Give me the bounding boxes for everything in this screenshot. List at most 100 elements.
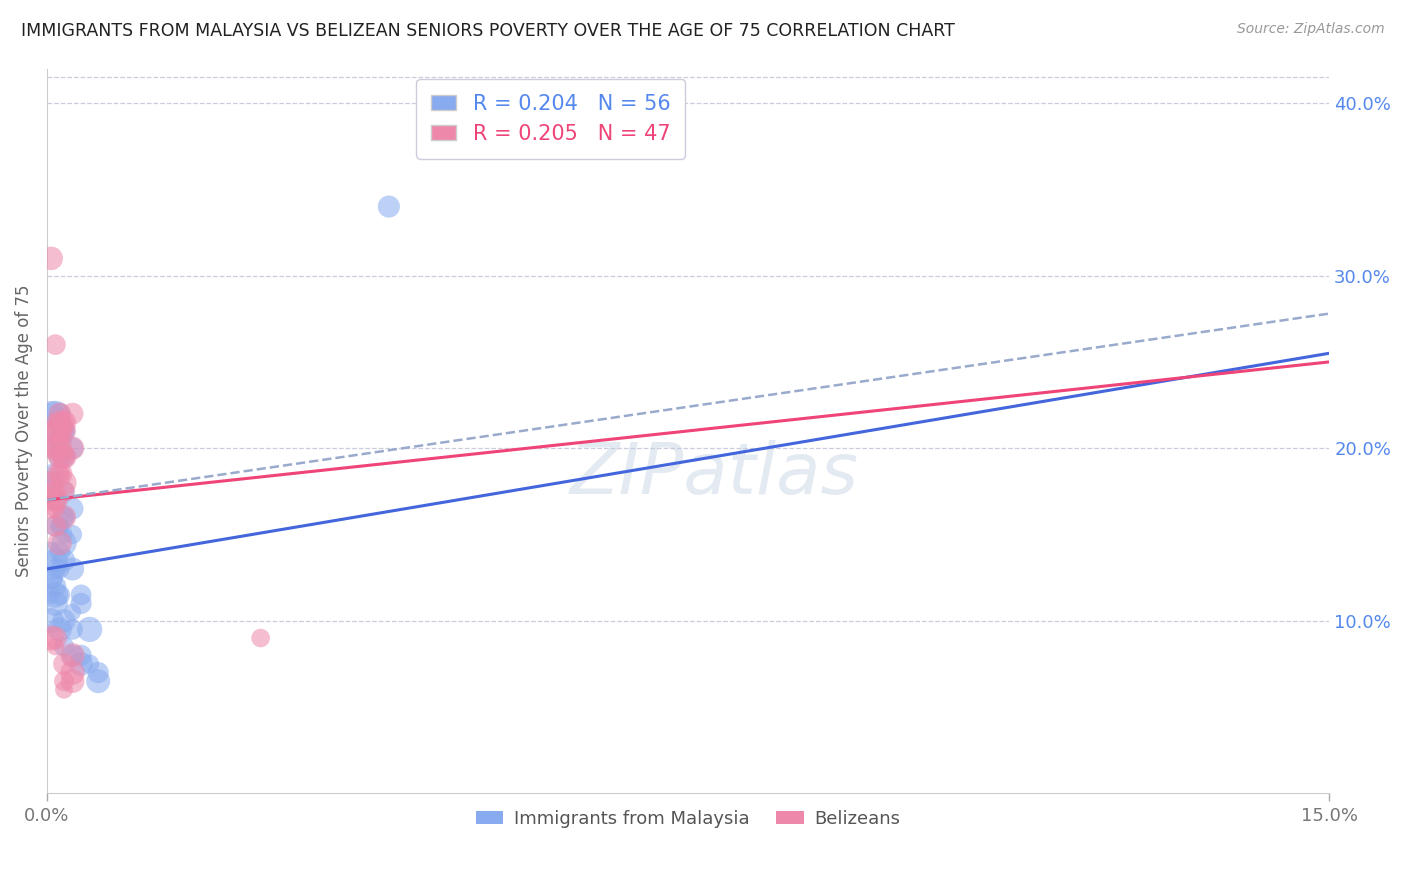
Point <box>44 588 66 602</box>
Point <box>48 433 70 447</box>
Point <box>44 640 66 654</box>
Point <box>44 501 66 516</box>
Point <box>48 467 70 481</box>
Point <box>48 415 70 429</box>
Point <box>48 450 70 464</box>
Point <box>53 415 76 429</box>
Text: IMMIGRANTS FROM MALAYSIA VS BELIZEAN SENIORS POVERTY OVER THE AGE OF 75 CORRELAT: IMMIGRANTS FROM MALAYSIA VS BELIZEAN SEN… <box>21 22 955 40</box>
Point <box>62 562 84 576</box>
Point <box>44 424 66 438</box>
Point <box>44 407 66 421</box>
Point <box>48 467 70 481</box>
Point <box>39 475 62 490</box>
Point <box>48 588 70 602</box>
Point <box>48 433 70 447</box>
Point <box>39 614 62 628</box>
Point <box>53 415 76 429</box>
Point <box>39 441 62 455</box>
Point <box>48 519 70 533</box>
Point <box>39 252 62 266</box>
Point <box>249 631 271 645</box>
Point <box>44 441 66 455</box>
Point <box>44 562 66 576</box>
Point <box>48 424 70 438</box>
Point <box>39 484 62 499</box>
Point <box>378 200 401 214</box>
Point <box>48 536 70 550</box>
Point <box>70 588 93 602</box>
Point <box>39 545 62 559</box>
Point <box>62 648 84 663</box>
Point <box>48 623 70 637</box>
Text: Source: ZipAtlas.com: Source: ZipAtlas.com <box>1237 22 1385 37</box>
Point <box>53 484 76 499</box>
Point <box>39 501 62 516</box>
Point <box>44 441 66 455</box>
Point <box>62 527 84 541</box>
Point <box>48 407 70 421</box>
Point <box>53 475 76 490</box>
Point <box>53 527 76 541</box>
Point <box>39 571 62 585</box>
Point <box>44 519 66 533</box>
Point <box>39 407 62 421</box>
Point <box>39 492 62 507</box>
Point <box>44 484 66 499</box>
Point <box>48 441 70 455</box>
Point <box>48 450 70 464</box>
Point <box>62 441 84 455</box>
Point <box>79 657 101 671</box>
Point <box>39 631 62 645</box>
Point <box>53 510 76 524</box>
Point <box>44 597 66 611</box>
Point <box>53 424 76 438</box>
Point <box>62 648 84 663</box>
Point <box>44 337 66 351</box>
Point <box>42 467 65 481</box>
Point <box>39 492 62 507</box>
Point <box>39 484 62 499</box>
Point <box>44 492 66 507</box>
Point <box>53 640 76 654</box>
Legend: Immigrants from Malaysia, Belizeans: Immigrants from Malaysia, Belizeans <box>468 803 907 835</box>
Point <box>53 682 76 697</box>
Point <box>39 571 62 585</box>
Point <box>62 665 84 680</box>
Point <box>62 605 84 619</box>
Point <box>48 467 70 481</box>
Point <box>53 510 76 524</box>
Point <box>62 407 84 421</box>
Point <box>62 623 84 637</box>
Point <box>53 553 76 567</box>
Point <box>70 648 93 663</box>
Point <box>44 553 66 567</box>
Point <box>53 450 76 464</box>
Point <box>53 484 76 499</box>
Point <box>44 519 66 533</box>
Point <box>53 536 76 550</box>
Point <box>39 588 62 602</box>
Point <box>87 665 110 680</box>
Y-axis label: Seniors Poverty Over the Age of 75: Seniors Poverty Over the Age of 75 <box>15 285 32 577</box>
Point <box>44 579 66 593</box>
Point <box>62 501 84 516</box>
Point <box>48 562 70 576</box>
Point <box>62 674 84 689</box>
Point <box>62 441 84 455</box>
Text: ZIPatlas: ZIPatlas <box>569 440 858 509</box>
Point <box>53 674 76 689</box>
Point <box>53 450 76 464</box>
Point <box>53 657 76 671</box>
Point <box>44 424 66 438</box>
Point <box>53 614 76 628</box>
Point <box>44 492 66 507</box>
Point <box>53 424 76 438</box>
Point <box>44 492 66 507</box>
Point <box>48 407 70 421</box>
Point <box>79 623 101 637</box>
Point <box>48 519 70 533</box>
Point <box>48 545 70 559</box>
Point <box>44 424 66 438</box>
Point <box>53 510 76 524</box>
Point <box>39 475 62 490</box>
